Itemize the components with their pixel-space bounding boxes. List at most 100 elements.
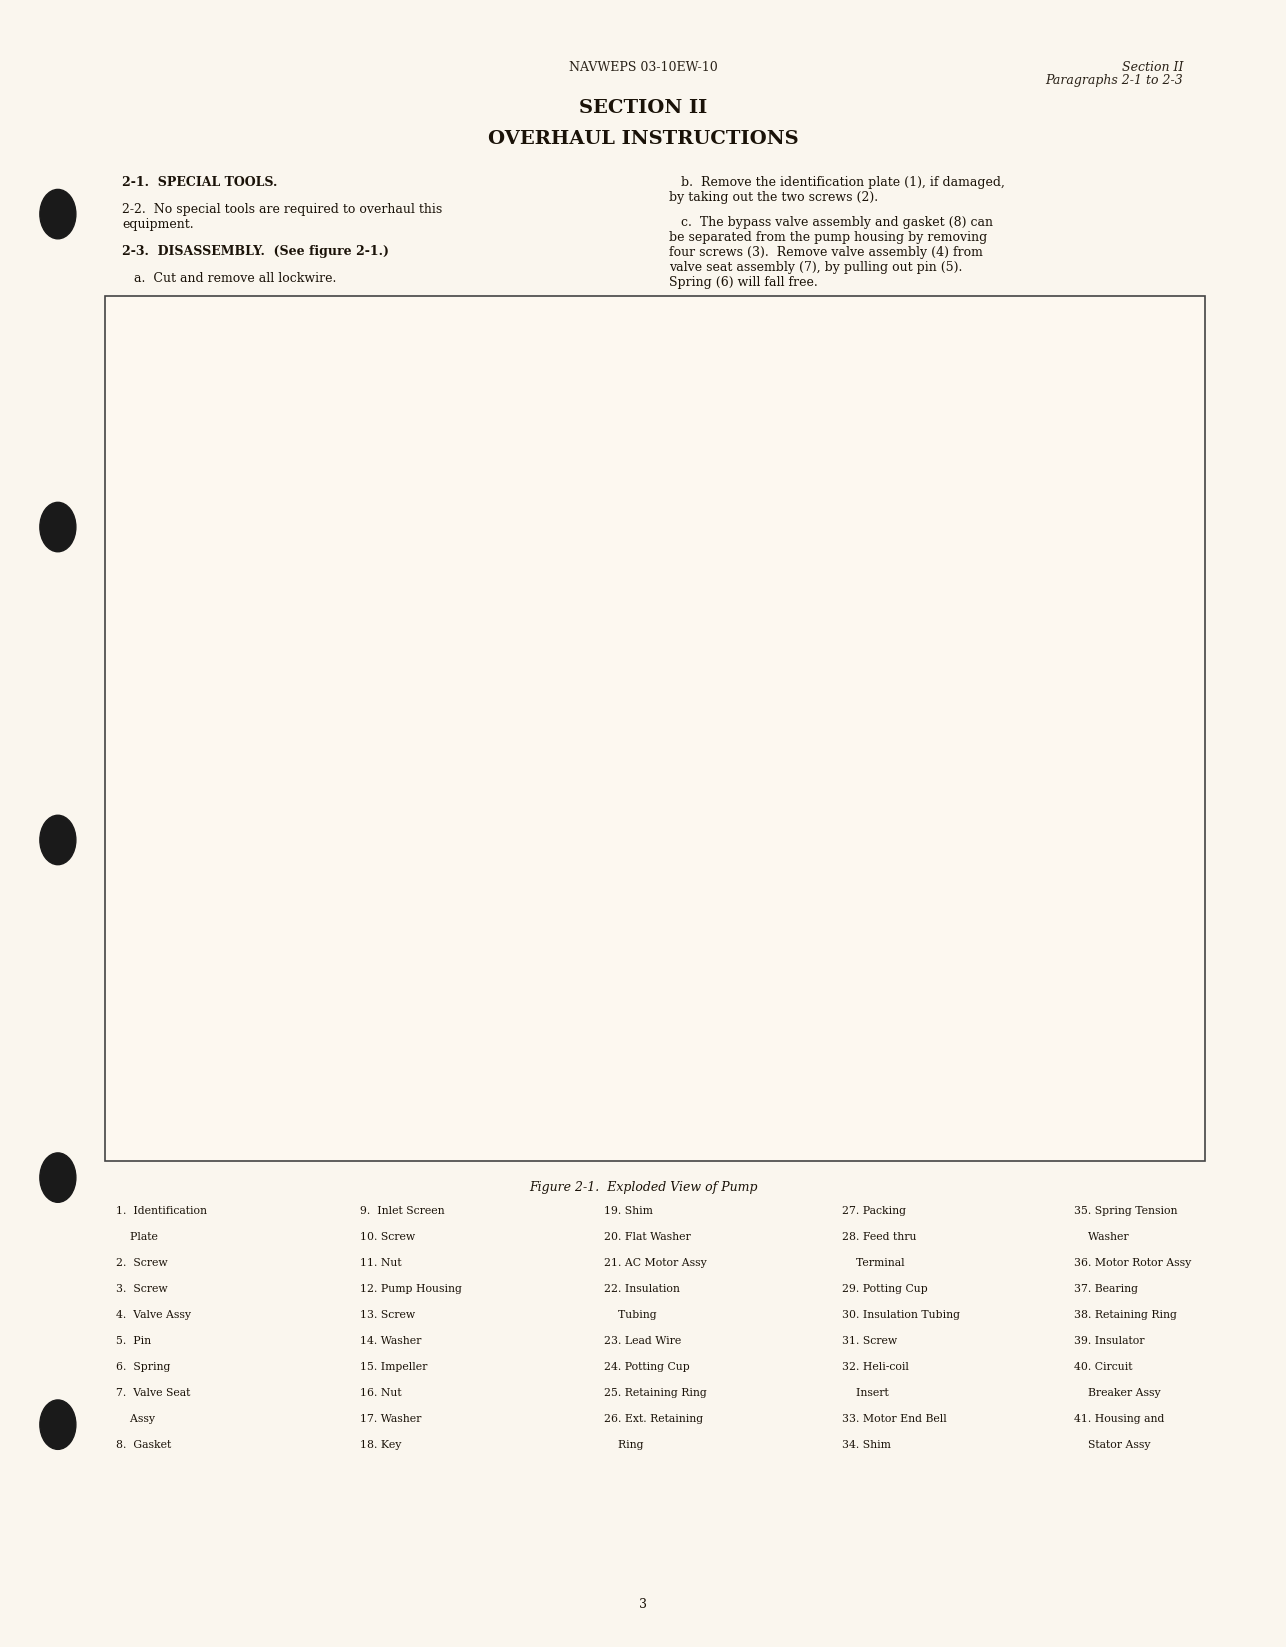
Text: 2: 2: [903, 883, 908, 893]
FancyBboxPatch shape: [355, 723, 748, 838]
Text: 15: 15: [862, 833, 873, 842]
Text: Insert: Insert: [842, 1388, 889, 1398]
Text: 12: 12: [862, 703, 873, 713]
Text: 40. Circuit: 40. Circuit: [1074, 1362, 1132, 1372]
Ellipse shape: [932, 876, 943, 886]
Text: a.  Cut and remove all lockwire.: a. Cut and remove all lockwire.: [122, 272, 337, 285]
Ellipse shape: [907, 448, 948, 567]
Text: 24. Potting Cup: 24. Potting Cup: [604, 1362, 691, 1372]
FancyBboxPatch shape: [320, 489, 561, 540]
FancyBboxPatch shape: [225, 464, 331, 601]
Text: 10. Screw: 10. Screw: [360, 1232, 415, 1242]
Text: 14: 14: [495, 851, 507, 861]
Text: 25: 25: [174, 684, 185, 692]
Text: 1: 1: [948, 883, 954, 893]
Text: Tubing: Tubing: [604, 1309, 657, 1319]
Ellipse shape: [836, 756, 849, 805]
Ellipse shape: [918, 828, 928, 838]
Text: 17: 17: [779, 703, 791, 713]
Text: NAVWEPS 03-10EW-10: NAVWEPS 03-10EW-10: [568, 61, 718, 74]
Text: 27. Packing: 27. Packing: [842, 1206, 907, 1215]
Text: 22: 22: [204, 468, 215, 476]
Ellipse shape: [784, 756, 797, 805]
Ellipse shape: [271, 805, 283, 817]
Text: 37. Bearing: 37. Bearing: [1074, 1283, 1138, 1293]
Text: 39. Insulator: 39. Insulator: [1074, 1336, 1145, 1346]
Ellipse shape: [918, 759, 928, 769]
Text: 32: 32: [293, 851, 305, 861]
Text: 32. Heli-coil: 32. Heli-coil: [842, 1362, 909, 1372]
FancyBboxPatch shape: [652, 438, 936, 576]
Text: Plate: Plate: [116, 1232, 158, 1242]
Ellipse shape: [918, 796, 928, 805]
Text: 17. Washer: 17. Washer: [360, 1413, 422, 1423]
Ellipse shape: [642, 448, 680, 568]
Text: 2.  Screw: 2. Screw: [116, 1258, 167, 1268]
Ellipse shape: [271, 756, 283, 766]
Text: Ring: Ring: [604, 1439, 644, 1449]
Text: OVERHAUL INSTRUCTIONS: OVERHAUL INSTRUCTIONS: [487, 130, 799, 148]
Ellipse shape: [145, 735, 170, 764]
Ellipse shape: [932, 988, 943, 996]
Ellipse shape: [589, 483, 613, 547]
Text: 31: 31: [275, 547, 285, 555]
Text: 11. Nut: 11. Nut: [360, 1258, 401, 1268]
Text: 3: 3: [1114, 907, 1120, 916]
Text: ROTATION: ROTATION: [765, 506, 806, 511]
Text: 30. Insulation Tubing: 30. Insulation Tubing: [842, 1309, 961, 1319]
Text: SECTION II: SECTION II: [579, 99, 707, 117]
Text: 20: 20: [674, 703, 685, 713]
Text: 8: 8: [1046, 800, 1052, 809]
Text: 40: 40: [710, 397, 720, 405]
Ellipse shape: [271, 738, 283, 748]
Ellipse shape: [932, 950, 943, 960]
Ellipse shape: [990, 995, 1004, 1008]
Text: 29: 29: [271, 772, 283, 781]
Text: 37: 37: [478, 469, 489, 479]
Text: 35: 35: [401, 473, 413, 483]
Text: 36: 36: [493, 438, 503, 446]
FancyBboxPatch shape: [922, 850, 1089, 1043]
Text: 28: 28: [247, 685, 258, 695]
Ellipse shape: [198, 702, 217, 753]
Text: 5: 5: [959, 1046, 964, 1054]
Text: 18: 18: [752, 851, 764, 861]
Ellipse shape: [1069, 1024, 1079, 1034]
Text: 22. Insulation: 22. Insulation: [604, 1283, 680, 1293]
Text: c.  The bypass valve assembly and gasket (8) can
be separated from the pump hous: c. The bypass valve assembly and gasket …: [669, 216, 993, 288]
Ellipse shape: [242, 712, 261, 761]
Ellipse shape: [566, 492, 581, 537]
Text: 18. Key: 18. Key: [360, 1439, 401, 1449]
Ellipse shape: [820, 756, 833, 805]
Text: 30: 30: [249, 851, 261, 861]
Text: b.  Remove the identification plate (1), if damaged,
by taking out the two screw: b. Remove the identification plate (1), …: [669, 176, 1004, 204]
Ellipse shape: [271, 781, 283, 791]
Text: 21: 21: [541, 710, 552, 720]
Text: 3: 3: [639, 1598, 647, 1611]
Text: 9: 9: [1096, 824, 1101, 833]
Text: 3.  Screw: 3. Screw: [116, 1283, 167, 1293]
Text: 7.  Valve Seat: 7. Valve Seat: [116, 1388, 190, 1398]
Text: 21. AC Motor Assy: 21. AC Motor Assy: [604, 1258, 707, 1268]
Ellipse shape: [1069, 876, 1079, 886]
Text: ROTATION: ROTATION: [514, 776, 558, 786]
Ellipse shape: [725, 730, 759, 832]
Ellipse shape: [226, 573, 240, 585]
Text: 31. Screw: 31. Screw: [842, 1336, 898, 1346]
Text: 38. Retaining Ring: 38. Retaining Ring: [1074, 1309, 1177, 1319]
Text: 14. Washer: 14. Washer: [360, 1336, 422, 1346]
Ellipse shape: [432, 499, 454, 529]
Text: 27: 27: [224, 680, 235, 688]
Text: Terminal: Terminal: [842, 1258, 905, 1268]
Text: 41: 41: [916, 415, 927, 423]
Text: 26. Ext. Retaining: 26. Ext. Retaining: [604, 1413, 703, 1423]
Text: 34. Shim: 34. Shim: [842, 1439, 891, 1449]
Text: 23. Lead Wire: 23. Lead Wire: [604, 1336, 682, 1346]
Text: 2-3.  DISASSEMBLY.  (See figure 2-1.): 2-3. DISASSEMBLY. (See figure 2-1.): [122, 245, 390, 259]
Ellipse shape: [932, 914, 943, 922]
Ellipse shape: [853, 756, 865, 805]
Ellipse shape: [346, 730, 378, 832]
Text: 35. Spring Tension: 35. Spring Tension: [1074, 1206, 1177, 1215]
Ellipse shape: [983, 988, 1013, 1015]
Text: 2-2.  No special tools are required to overhaul this
equipment.: 2-2. No special tools are required to ov…: [122, 203, 442, 231]
